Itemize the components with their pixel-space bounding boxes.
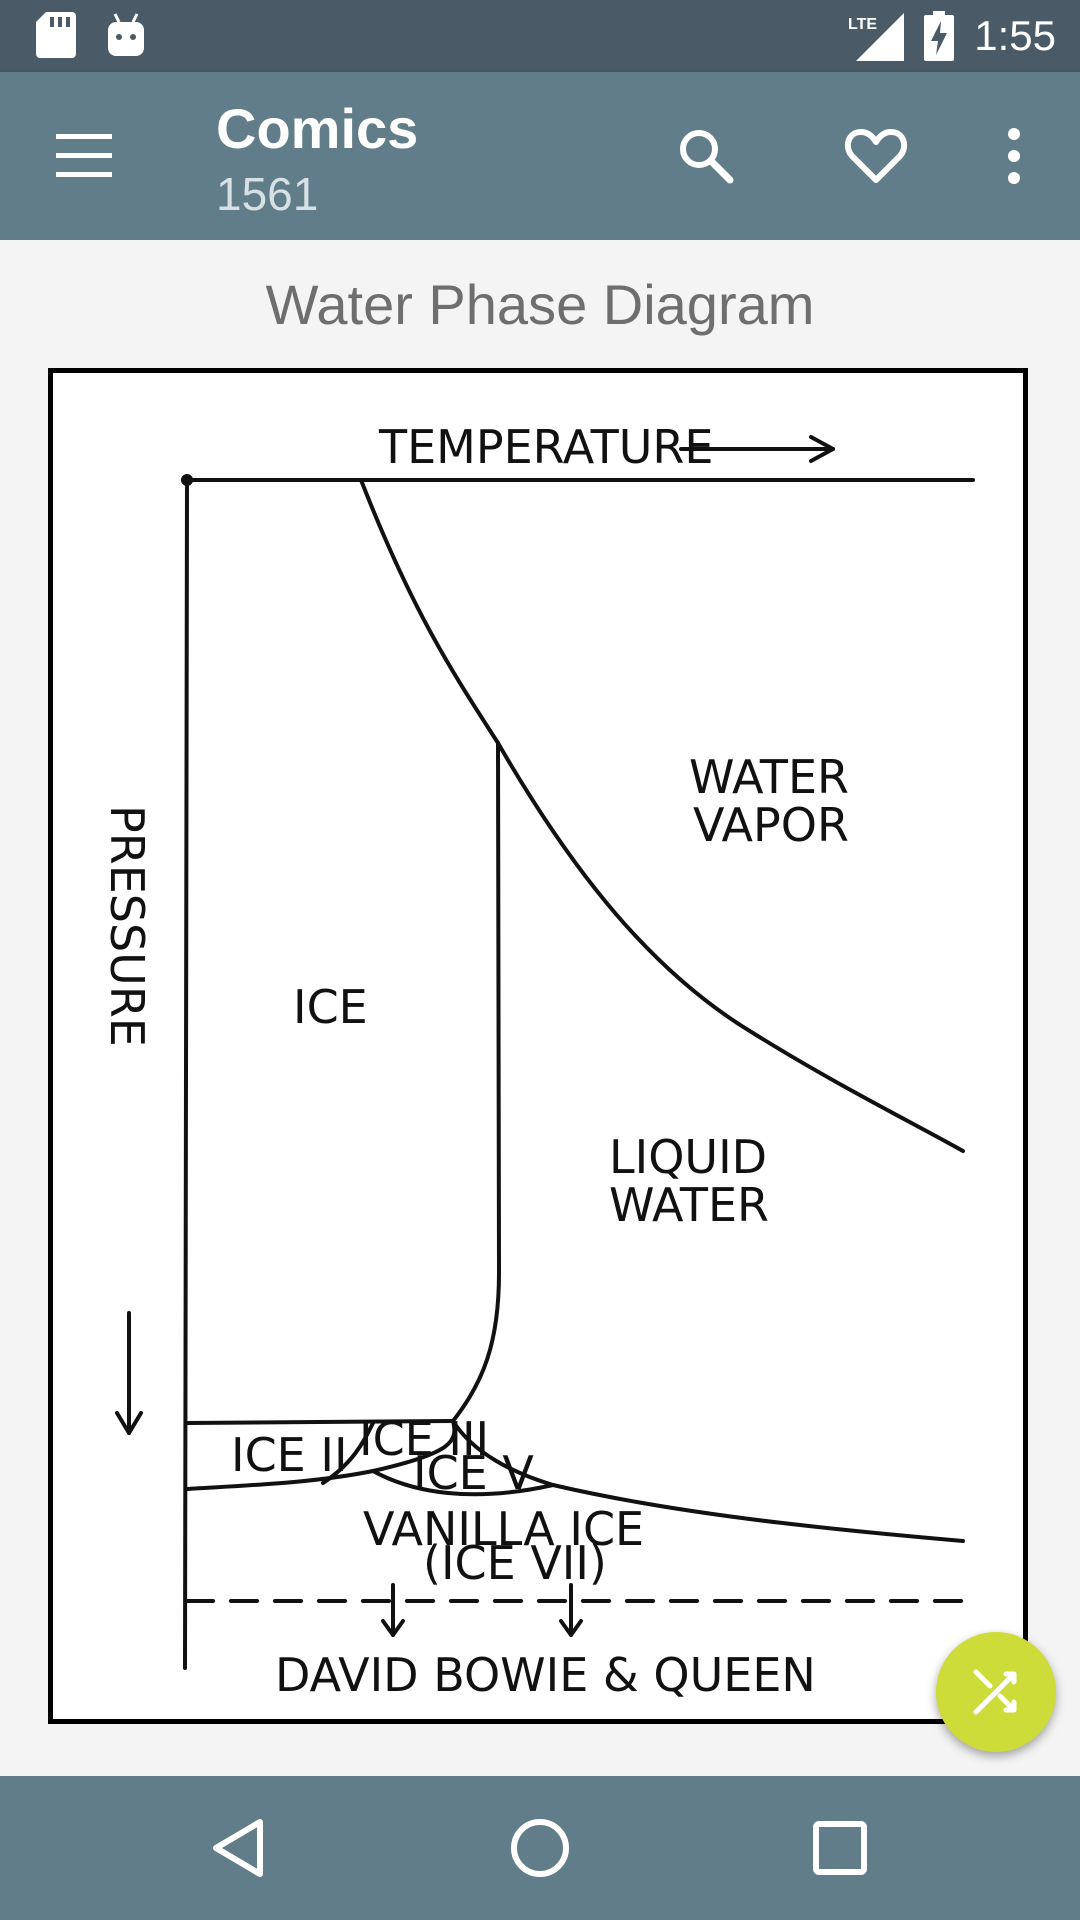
shuffle-button[interactable] (936, 1632, 1056, 1752)
label-ice-5: ICE V (413, 1446, 534, 1500)
back-icon[interactable] (204, 1812, 276, 1884)
label-liquid-water-1: LIQUID (609, 1130, 767, 1184)
sd-card-icon (36, 12, 76, 58)
label-temperature: TEMPERATURE (378, 420, 713, 474)
svg-text:LTE: LTE (848, 16, 877, 33)
label-ice-7: (ICE VII) (423, 1536, 607, 1590)
comic-image[interactable]: TEMPERATURE PRESSURE ICE WATER VAPOR LIQ… (48, 368, 1028, 1724)
title-block: Comics 1561 (216, 94, 418, 224)
comic-number: 1561 (216, 168, 319, 220)
menu-icon[interactable] (56, 134, 112, 178)
battery-charging-icon (924, 11, 955, 61)
label-ice-2: ICE II (231, 1428, 348, 1482)
favorite-icon[interactable] (844, 124, 908, 188)
app-bar: Comics 1561 (0, 72, 1080, 240)
phase-diagram: TEMPERATURE PRESSURE ICE WATER VAPOR LIQ… (100, 420, 975, 1702)
shuffle-icon (973, 1669, 1017, 1715)
lte-signal-icon: LTE (848, 13, 905, 61)
label-vanilla-ice: VANILLA ICE (363, 1502, 644, 1556)
status-time: 1:55 (974, 12, 1056, 59)
comic-content: Water Phase Diagram (0, 240, 1080, 1776)
label-pressure: PRESSURE (100, 805, 154, 1047)
label-water-vapor-1: WATER (689, 750, 849, 804)
status-bar: LTE 1:55 (0, 0, 1080, 72)
recents-icon[interactable] (804, 1812, 876, 1884)
label-liquid-water-2: WATER (609, 1178, 769, 1232)
label-water-vapor-2: VAPOR (693, 798, 849, 852)
comic-title: Water Phase Diagram (265, 273, 815, 336)
android-icon (108, 13, 144, 56)
label-bowie-queen: DAVID BOWIE & QUEEN (275, 1648, 816, 1702)
app-title: Comics (216, 97, 419, 160)
more-vert-icon[interactable] (982, 124, 1046, 188)
search-icon[interactable] (674, 124, 738, 188)
label-ice-3: ICE III (359, 1412, 489, 1466)
home-icon[interactable] (504, 1812, 576, 1884)
label-ice: ICE (293, 980, 368, 1034)
nav-bar (0, 1776, 1080, 1920)
